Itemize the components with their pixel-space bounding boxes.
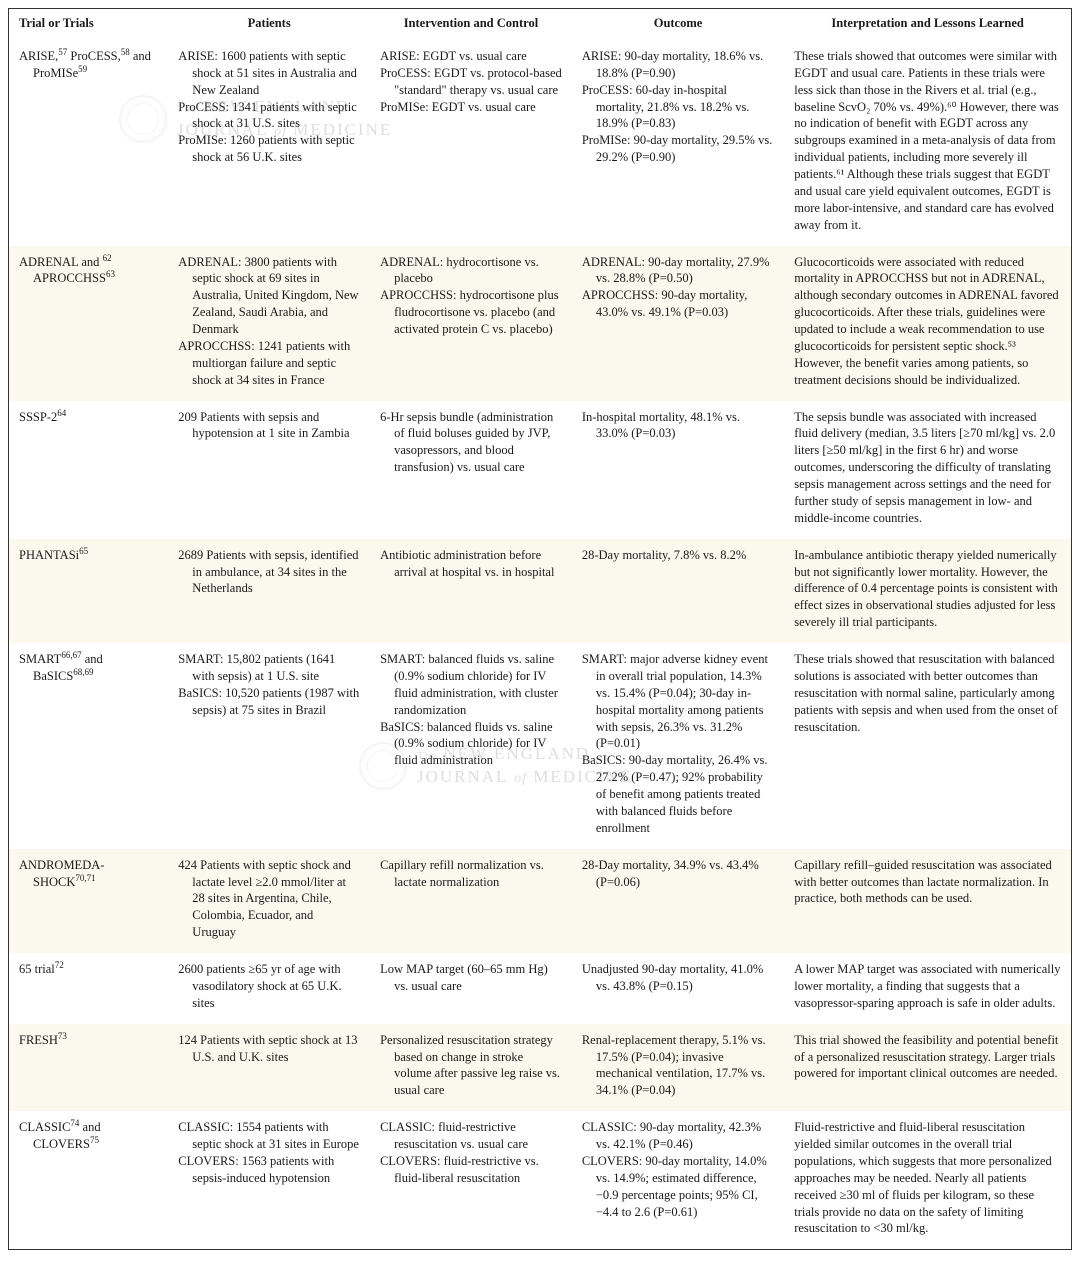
cell-trial: 65 trial72	[9, 953, 168, 1024]
cell-outcome: 28-Day mortality, 34.9% vs. 43.4% (P=0.0…	[572, 849, 784, 953]
table-row: ADRENAL and 62 APROCCHSS63ADRENAL: 3800 …	[9, 246, 1071, 401]
table-row: FRESH73124 Patients with septic shock at…	[9, 1024, 1071, 1112]
cell-intervention: 6-Hr sepsis bundle (administration of fl…	[370, 401, 572, 539]
cell-interpretation: This trial showed the feasibility and po…	[784, 1024, 1071, 1112]
trials-table-container: The NEW ENGLAND JOURNAL of MEDICINE The …	[8, 8, 1072, 1250]
cell-interpretation: These trials showed that outcomes were s…	[784, 40, 1071, 246]
cell-patients: ADRENAL: 3800 patients with septic shock…	[168, 246, 370, 401]
cell-intervention: SMART: balanced fluids vs. saline (0.9% …	[370, 643, 572, 849]
cell-patients: CLASSIC: 1554 patients with septic shock…	[168, 1111, 370, 1249]
cell-intervention: CLASSIC: fluid-restrictive resuscitation…	[370, 1111, 572, 1249]
cell-outcome: ARISE: 90-day mortality, 18.6% vs. 18.8%…	[572, 40, 784, 246]
trials-table: Trial or Trials Patients Intervention an…	[9, 9, 1071, 1249]
cell-trial: PHANTASi65	[9, 539, 168, 643]
cell-trial: CLASSIC74 and CLOVERS75	[9, 1111, 168, 1249]
cell-outcome: 28-Day mortality, 7.8% vs. 8.2%	[572, 539, 784, 643]
cell-outcome: SMART: major adverse kidney event in ove…	[572, 643, 784, 849]
cell-outcome: ADRENAL: 90-day mortality, 27.9% vs. 28.…	[572, 246, 784, 401]
cell-trial: SMART66,67 and BaSICS68,69	[9, 643, 168, 849]
table-row: ARISE,57 ProCESS,58 and ProMISe59ARISE: …	[9, 40, 1071, 246]
table-row: ANDROMEDA-SHOCK70,71424 Patients with se…	[9, 849, 1071, 953]
col-header-outcome: Outcome	[572, 9, 784, 40]
cell-outcome: In-hospital mortality, 48.1% vs. 33.0% (…	[572, 401, 784, 539]
cell-patients: 124 Patients with septic shock at 13 U.S…	[168, 1024, 370, 1112]
cell-trial: ARISE,57 ProCESS,58 and ProMISe59	[9, 40, 168, 246]
cell-trial: ANDROMEDA-SHOCK70,71	[9, 849, 168, 953]
cell-outcome: Renal-replacement therapy, 5.1% vs. 17.5…	[572, 1024, 784, 1112]
cell-intervention: ADRENAL: hydrocortisone vs. placeboAPROC…	[370, 246, 572, 401]
cell-interpretation: A lower MAP target was associated with n…	[784, 953, 1071, 1024]
cell-interpretation: These trials showed that resuscitation w…	[784, 643, 1071, 849]
col-header-interpretation: Interpretation and Lessons Learned	[784, 9, 1071, 40]
cell-trial: SSSP-264	[9, 401, 168, 539]
cell-interpretation: The sepsis bundle was associated with in…	[784, 401, 1071, 539]
cell-interpretation: In-ambulance antibiotic therapy yielded …	[784, 539, 1071, 643]
cell-patients: 2689 Patients with sepsis, identified in…	[168, 539, 370, 643]
table-row: SMART66,67 and BaSICS68,69SMART: 15,802 …	[9, 643, 1071, 849]
cell-intervention: Antibiotic administration before arrival…	[370, 539, 572, 643]
cell-trial: ADRENAL and 62 APROCCHSS63	[9, 246, 168, 401]
table-header-row: Trial or Trials Patients Intervention an…	[9, 9, 1071, 40]
cell-patients: ARISE: 1600 patients with septic shock a…	[168, 40, 370, 246]
col-header-patients: Patients	[168, 9, 370, 40]
cell-patients: 424 Patients with septic shock and lacta…	[168, 849, 370, 953]
cell-interpretation: Glucocorticoids were associated with red…	[784, 246, 1071, 401]
cell-outcome: CLASSIC: 90-day mortality, 42.3% vs. 42.…	[572, 1111, 784, 1249]
table-row: CLASSIC74 and CLOVERS75CLASSIC: 1554 pat…	[9, 1111, 1071, 1249]
cell-intervention: ARISE: EGDT vs. usual careProCESS: EGDT …	[370, 40, 572, 246]
cell-patients: 209 Patients with sepsis and hypotension…	[168, 401, 370, 539]
cell-patients: 2600 patients ≥65 yr of age with vasodil…	[168, 953, 370, 1024]
cell-interpretation: Fluid-restrictive and fluid-liberal resu…	[784, 1111, 1071, 1249]
cell-trial: FRESH73	[9, 1024, 168, 1112]
cell-interpretation: Capillary refill–guided resuscitation wa…	[784, 849, 1071, 953]
table-row: 65 trial722600 patients ≥65 yr of age wi…	[9, 953, 1071, 1024]
cell-intervention: Personalized resuscitation strategy base…	[370, 1024, 572, 1112]
col-header-trial: Trial or Trials	[9, 9, 168, 40]
table-row: PHANTASi652689 Patients with sepsis, ide…	[9, 539, 1071, 643]
cell-intervention: Capillary refill normalization vs. lacta…	[370, 849, 572, 953]
table-row: SSSP-264209 Patients with sepsis and hyp…	[9, 401, 1071, 539]
cell-intervention: Low MAP target (60–65 mm Hg) vs. usual c…	[370, 953, 572, 1024]
cell-outcome: Unadjusted 90-day mortality, 41.0% vs. 4…	[572, 953, 784, 1024]
cell-patients: SMART: 15,802 patients (1641 with sepsis…	[168, 643, 370, 849]
col-header-intervention: Intervention and Control	[370, 9, 572, 40]
